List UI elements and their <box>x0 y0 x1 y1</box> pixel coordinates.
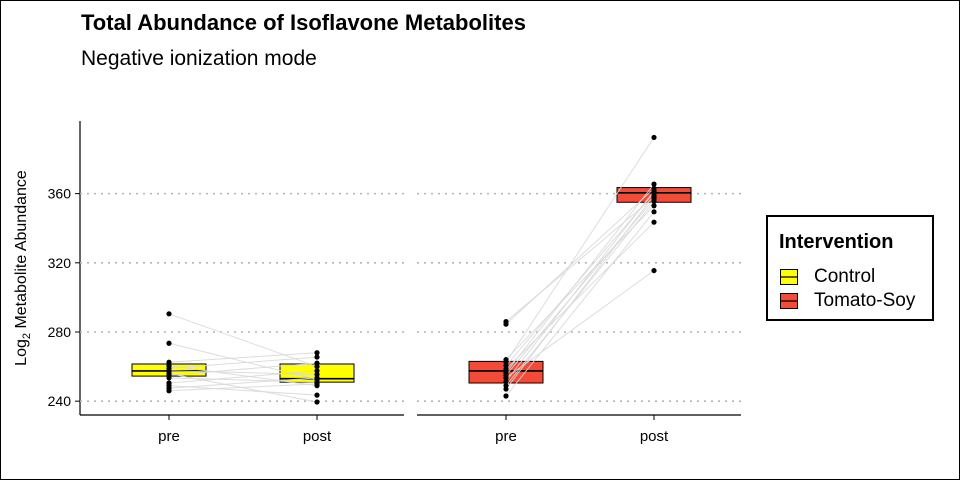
data-point <box>651 198 657 205</box>
data-point <box>503 321 509 327</box>
y-tick-label: 360 <box>48 186 72 202</box>
paired-line <box>168 313 318 368</box>
paired-line <box>168 383 318 392</box>
paired-line <box>505 183 655 373</box>
data-point <box>166 375 172 381</box>
data-point <box>166 388 172 394</box>
paired-line <box>505 221 655 370</box>
y-axis-label-log: Log <box>13 339 30 366</box>
x-tick-label: pre <box>158 428 180 445</box>
y-tick-label: 320 <box>48 255 72 271</box>
legend-key-control <box>780 269 798 285</box>
data-point <box>503 378 509 384</box>
data-point <box>651 219 657 225</box>
legend-key-tomato-soy <box>780 293 798 309</box>
paired-line <box>168 356 318 369</box>
y-axis-label-subscript: 2 <box>21 333 33 339</box>
paired-line <box>168 362 318 376</box>
paired-line <box>168 370 318 375</box>
data-point <box>314 383 320 389</box>
paired-line <box>505 192 655 367</box>
data-point <box>314 399 320 405</box>
paired-line <box>505 188 655 325</box>
paired-line <box>168 377 318 383</box>
paired-line <box>168 365 318 387</box>
paired-line <box>168 385 318 396</box>
paired-line <box>505 137 655 363</box>
y-axis-label: Log2 Metabolite Abundance <box>13 170 33 366</box>
y-axis-label-rest: Metabolite Abundance <box>13 170 30 333</box>
paired-line <box>505 195 655 390</box>
legend-label-control: Control <box>814 266 876 287</box>
legend-label-tomato-soy: Tomato-Soy <box>814 290 916 311</box>
paired-line <box>505 211 655 397</box>
data-point <box>166 340 172 346</box>
legend-title: Intervention <box>779 231 894 253</box>
paired-line <box>505 196 655 322</box>
data-point <box>314 363 320 370</box>
data-point <box>651 203 657 209</box>
x-tick-label: post <box>303 428 332 445</box>
paired-line <box>168 352 318 363</box>
data-point <box>314 350 320 356</box>
data-point <box>503 393 509 399</box>
legend: Intervention Control Tomato-Soy <box>766 215 934 321</box>
x-tick-label: post <box>640 428 669 445</box>
paired-line <box>505 190 655 382</box>
data-point <box>166 311 172 317</box>
chart-subtitle: Negative ionization mode <box>81 47 317 70</box>
chart-title: Total Abundance of Isoflavone Metabolite… <box>81 10 526 35</box>
data-point <box>651 209 657 215</box>
y-tick-label: 240 <box>48 393 72 409</box>
paired-line <box>505 201 655 386</box>
data-point <box>503 386 509 392</box>
data-point <box>651 181 657 187</box>
paired-line <box>168 370 318 384</box>
y-tick-label: 280 <box>48 324 72 340</box>
x-tick-label: pre <box>495 428 517 445</box>
data-point <box>651 267 657 274</box>
data-point <box>314 354 320 360</box>
paired-line <box>168 377 318 389</box>
data-point <box>314 392 320 398</box>
data-point <box>651 134 657 141</box>
paired-line <box>505 270 655 379</box>
